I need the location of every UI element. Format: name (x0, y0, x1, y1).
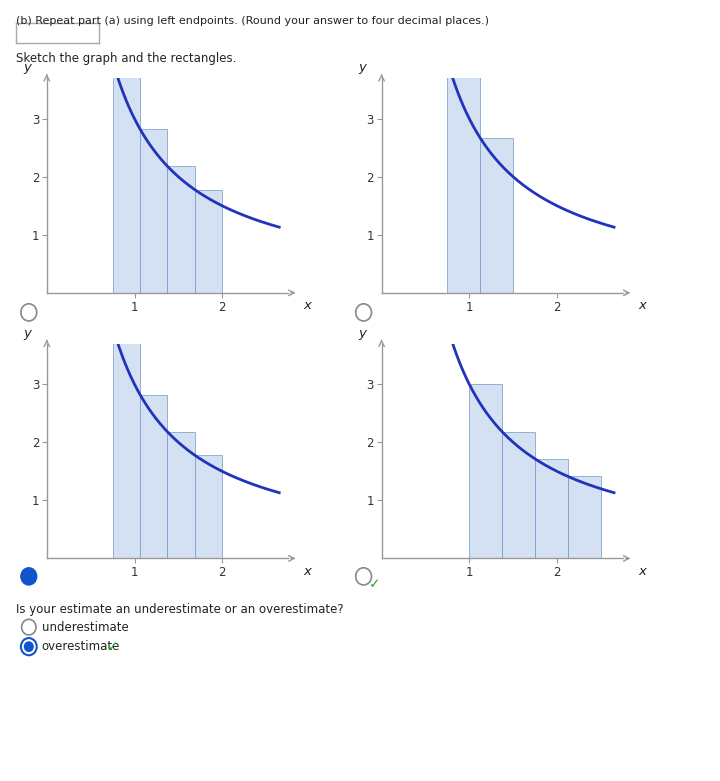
Bar (140, 394, 167, 558)
Bar (195, 190, 222, 293)
Bar (503, 432, 535, 558)
Text: y: y (359, 61, 366, 74)
Bar (568, 476, 601, 558)
Bar (469, 384, 503, 558)
Text: y: y (359, 326, 366, 340)
Bar (195, 455, 222, 558)
Text: Sketch the graph and the rectangles.: Sketch the graph and the rectangles. (16, 52, 236, 66)
Text: x: x (638, 565, 646, 578)
Text: x: x (638, 299, 646, 312)
Bar (140, 129, 167, 293)
Text: y: y (24, 326, 32, 340)
Text: underestimate: underestimate (42, 621, 128, 633)
Text: ✓: ✓ (369, 577, 380, 591)
Text: Is your estimate an underestimate or an overestimate?: Is your estimate an underestimate or an … (16, 603, 343, 616)
Bar (167, 432, 195, 558)
Text: x: x (303, 299, 311, 312)
Bar (167, 166, 195, 293)
Text: y: y (24, 61, 32, 74)
Text: x: x (303, 565, 311, 578)
Bar (535, 459, 568, 558)
Bar (447, 61, 480, 293)
Text: ✓: ✓ (107, 640, 118, 654)
Bar (480, 138, 513, 293)
Bar (112, 61, 140, 293)
Text: (b) Repeat part (a) using left endpoints. (Round your answer to four decimal pla: (b) Repeat part (a) using left endpoints… (16, 16, 489, 27)
Text: overestimate: overestimate (42, 640, 120, 653)
Bar (112, 326, 140, 558)
